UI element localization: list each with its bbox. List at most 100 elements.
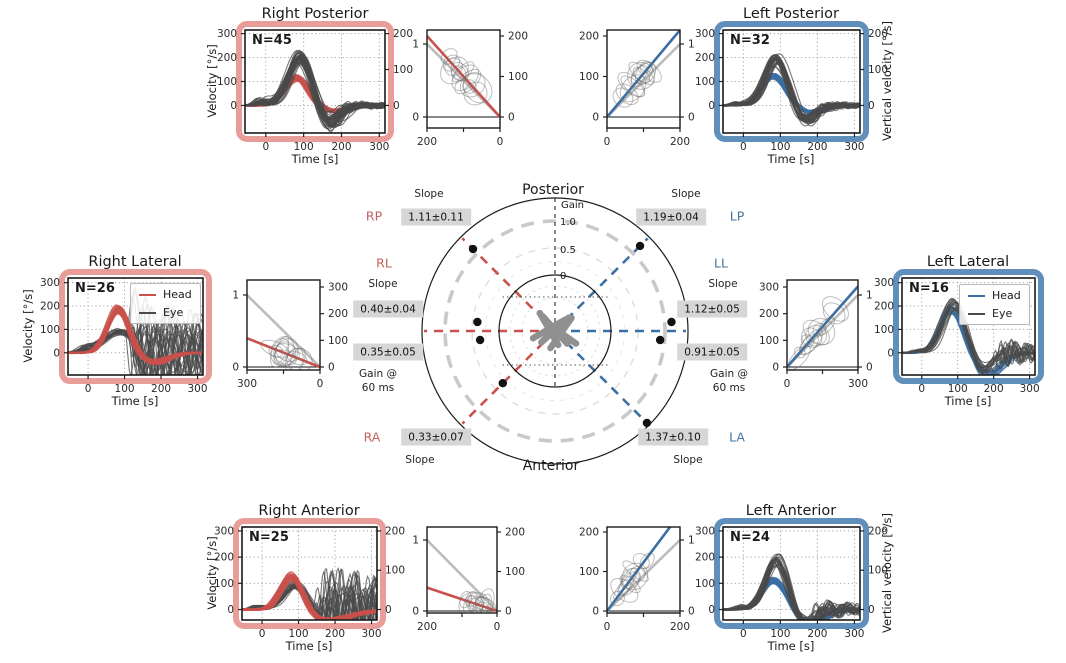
svg-text:100: 100 xyxy=(868,64,888,76)
svg-text:0: 0 xyxy=(708,100,715,112)
legend-row-eye: Eye xyxy=(968,307,1021,320)
slope-value-ll: 1.12±0.05 xyxy=(677,300,747,318)
svg-text:0: 0 xyxy=(505,606,512,618)
svg-text:0: 0 xyxy=(227,604,234,616)
legend-row-head: Head xyxy=(139,288,192,301)
svg-text:0: 0 xyxy=(740,628,747,640)
eye-line-icon xyxy=(968,312,985,315)
svg-text:300: 300 xyxy=(217,28,237,40)
svg-text:0: 0 xyxy=(259,628,266,640)
panel-title-left-lateral: Left Lateral xyxy=(926,254,1010,270)
legend-head-label: Head xyxy=(163,288,192,301)
eye-velocity-traces xyxy=(723,53,860,127)
svg-text:200: 200 xyxy=(579,527,599,539)
n-count-left-posterior: N=32 xyxy=(730,33,770,48)
gain-dot-lp xyxy=(635,241,645,251)
svg-text:100: 100 xyxy=(770,628,790,640)
reference-line xyxy=(247,294,320,368)
svg-text:200: 200 xyxy=(40,301,60,313)
svg-text:0: 0 xyxy=(328,362,335,374)
canal-label-rp: RP xyxy=(365,208,383,224)
svg-text:100: 100 xyxy=(393,64,413,76)
svg-text:0: 0 xyxy=(592,112,599,124)
velocity-axis-label-bottom: Velocity [°/s] xyxy=(205,536,219,610)
svg-text:300: 300 xyxy=(188,383,208,395)
svg-text:100: 100 xyxy=(40,324,60,336)
svg-text:0: 0 xyxy=(784,378,791,390)
gain-dot-la xyxy=(642,418,652,428)
n-count-right-anterior: N=25 xyxy=(249,530,289,545)
time-axis-label-ll: Time [s] xyxy=(944,394,992,408)
gain-tick-0: 0 xyxy=(560,271,567,282)
svg-text:100: 100 xyxy=(294,141,314,153)
legend-eye-label: Eye xyxy=(992,307,1013,320)
svg-text:0: 0 xyxy=(262,141,269,153)
trajectory-blob xyxy=(787,296,849,370)
eye-velocity-traces xyxy=(245,49,385,133)
reference-line xyxy=(607,539,680,612)
slope-value-rp: 1.11±0.11 xyxy=(401,208,471,226)
svg-text:100: 100 xyxy=(579,566,599,578)
time-axis-label-lp: Time [s] xyxy=(767,152,815,166)
head-velocity-traces xyxy=(68,304,203,366)
velocity-axis-label-middle: Velocity [°/s] xyxy=(21,289,35,363)
svg-text:300: 300 xyxy=(362,628,382,640)
slope-caption-la: Slope xyxy=(673,453,703,466)
regression-panel-rp_reg: 1 0 200 100 0 200 0 xyxy=(412,29,528,148)
time-axis-label-la: Time [s] xyxy=(767,639,815,653)
reference-line xyxy=(607,43,680,118)
svg-text:200: 200 xyxy=(670,621,690,633)
slope-value-ra: 0.33±0.07 xyxy=(401,428,471,446)
regression-panel-ra_reg: 1 0 200 100 0 200 0 xyxy=(412,526,525,633)
canal-label-ll: LL xyxy=(714,255,728,271)
velocity-axis-label-top: Velocity [°/s] xyxy=(205,44,219,118)
head-velocity-traces xyxy=(242,571,377,620)
svg-text:300: 300 xyxy=(848,378,868,390)
svg-text:100: 100 xyxy=(217,76,237,88)
svg-text:0: 0 xyxy=(412,112,419,124)
fit-line xyxy=(427,35,500,118)
svg-text:100: 100 xyxy=(695,76,715,88)
svg-text:300: 300 xyxy=(844,141,864,153)
slope-caption-ll: Slope xyxy=(708,277,738,290)
svg-text:0: 0 xyxy=(604,621,611,633)
gain-tick-05: 0.5 xyxy=(560,245,576,256)
posterior-pole-label: Posterior xyxy=(522,182,584,198)
svg-text:100: 100 xyxy=(214,578,234,590)
svg-text:200: 200 xyxy=(695,552,715,564)
svg-text:200: 200 xyxy=(417,621,437,633)
svg-text:200: 200 xyxy=(670,136,690,148)
svg-text:0: 0 xyxy=(772,362,779,374)
slope-value-rl: 0.40±0.04 xyxy=(353,300,423,318)
svg-text:100: 100 xyxy=(505,566,525,578)
trajectory-blob xyxy=(458,588,497,613)
svg-text:100: 100 xyxy=(115,383,135,395)
fit-line xyxy=(607,527,672,612)
svg-text:200: 200 xyxy=(695,52,715,64)
time-axis-label-ra: Time [s] xyxy=(285,639,333,653)
gain60-caption-line2: 60 ms xyxy=(361,382,395,394)
gain-tick-1: 1.0 xyxy=(560,217,576,228)
svg-text:100: 100 xyxy=(385,565,405,577)
time-axis-label-rp: Time [s] xyxy=(291,152,339,166)
svg-text:300: 300 xyxy=(874,277,894,289)
svg-text:0: 0 xyxy=(317,378,324,390)
n-count-left-lateral: N=16 xyxy=(909,281,949,296)
gain60-caption-ll: Gain @ 60 ms xyxy=(710,367,748,395)
svg-text:0: 0 xyxy=(230,100,237,112)
svg-text:0: 0 xyxy=(385,604,392,616)
slope-caption-lp: Slope xyxy=(671,187,701,200)
legend-left-lateral: Head Eye xyxy=(959,284,1030,325)
svg-text:100: 100 xyxy=(289,628,309,640)
reference-line xyxy=(427,539,497,612)
svg-text:0: 0 xyxy=(887,347,894,359)
gain60-caption-line1: Gain @ xyxy=(359,367,397,380)
gain-dot-ll xyxy=(655,335,665,345)
svg-text:200: 200 xyxy=(807,628,827,640)
svg-text:0: 0 xyxy=(393,100,400,112)
svg-text:200: 200 xyxy=(325,628,345,640)
svg-text:1: 1 xyxy=(412,535,419,547)
svg-text:0: 0 xyxy=(53,347,60,359)
